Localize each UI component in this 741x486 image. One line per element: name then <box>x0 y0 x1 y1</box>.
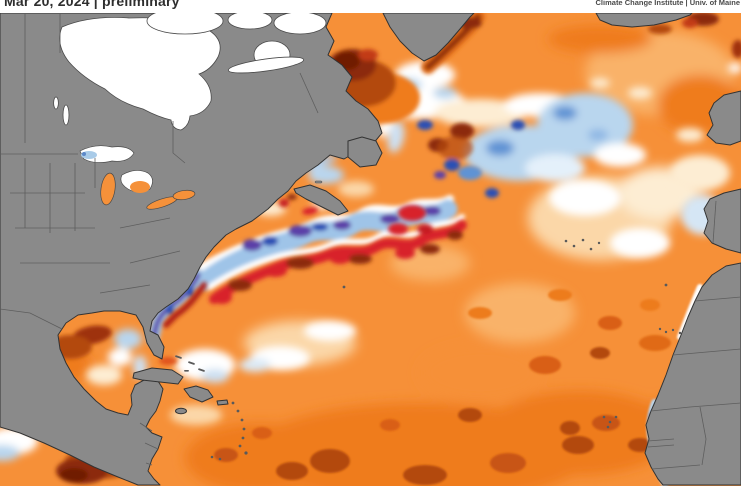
hispaniola-landmass <box>183 385 214 403</box>
lake-ontario <box>172 189 196 201</box>
date-label: Mar 20, 2024 | preliminary <box>4 0 180 9</box>
baffin-ice <box>273 13 327 35</box>
lake-winnipeg <box>62 104 70 126</box>
iceland-landmass <box>595 13 693 28</box>
jamaica-landmass <box>175 407 187 415</box>
newfoundland-landmass <box>347 136 383 168</box>
greenland-landmass <box>382 13 475 62</box>
tropical-speckle-layer <box>214 289 671 485</box>
attribution-label: Climate Change Institute | Univ. of Main… <box>595 0 740 7</box>
foxe-basin-ice <box>146 13 224 35</box>
north-atlantic-ssta-map <box>0 13 741 486</box>
landmass-layer <box>0 13 741 486</box>
nova-scotia-landmass <box>293 184 349 216</box>
lake-small-north <box>53 96 59 110</box>
lake-huron-warm-patch <box>130 181 150 193</box>
ice-layer <box>53 13 327 131</box>
madeira-island <box>664 283 668 287</box>
lake-superior-cold-spot <box>82 152 86 156</box>
puerto-rico-landmass <box>216 399 229 406</box>
africa-landmass <box>644 262 741 486</box>
cuba-landmass <box>132 367 184 385</box>
hudson-strait-ice <box>227 56 305 74</box>
lake-superior <box>79 145 135 163</box>
lake-michigan <box>100 172 116 206</box>
small-islands-layer <box>175 180 682 461</box>
great-lakes-layer <box>79 145 196 210</box>
prince-edward-island <box>314 180 323 184</box>
bermuda-island <box>342 285 346 289</box>
header-bar: Mar 20, 2024 | preliminary Climate Chang… <box>0 0 741 13</box>
ireland-landmass <box>706 90 741 146</box>
arctic-islands-ice <box>227 13 273 30</box>
borders-layer <box>0 13 741 470</box>
gulf-stream-warm-band <box>159 120 525 365</box>
